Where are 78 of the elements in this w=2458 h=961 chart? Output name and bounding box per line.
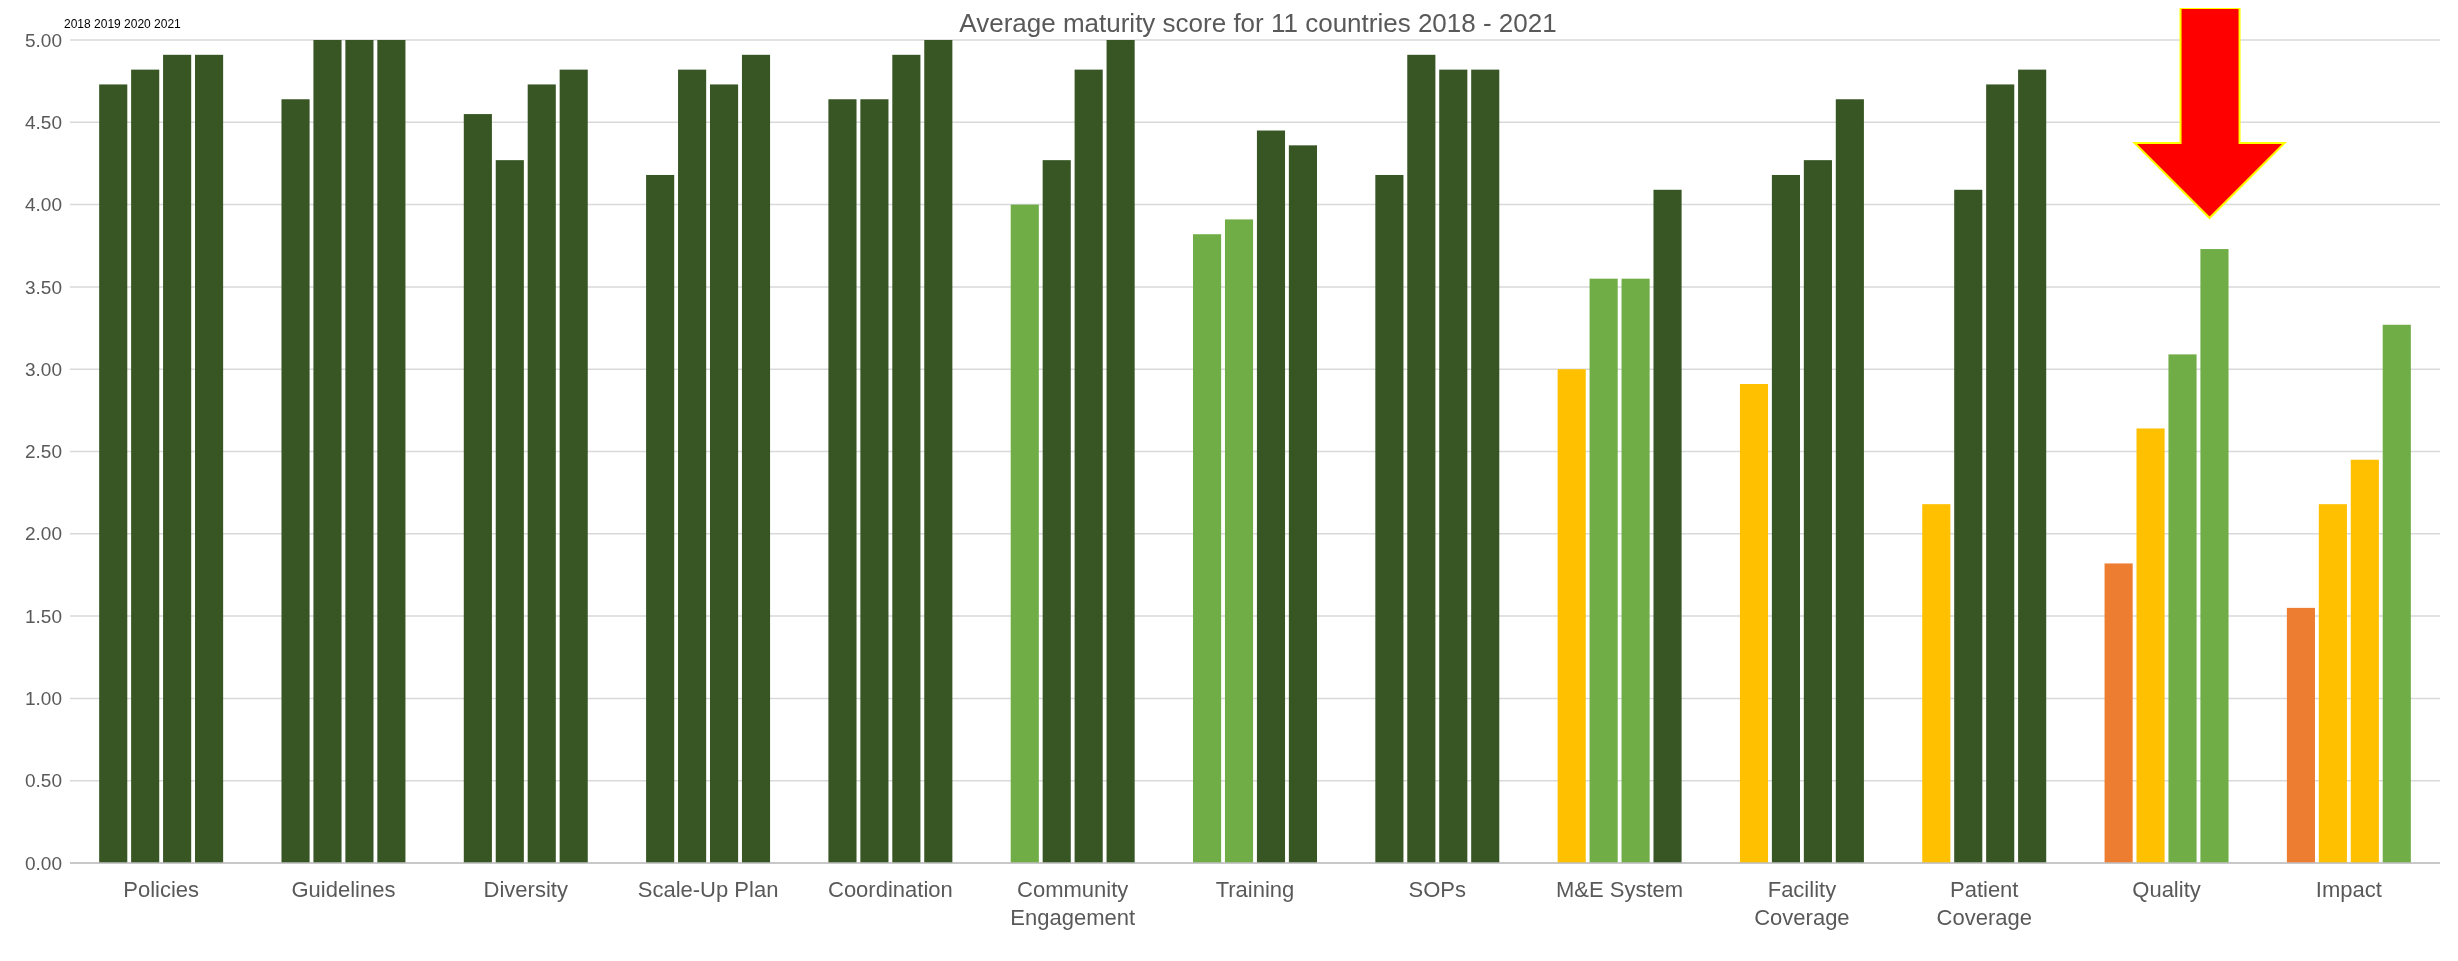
y-tick-label: 2.50 bbox=[25, 441, 62, 463]
bar bbox=[1922, 504, 1951, 863]
bar bbox=[646, 174, 675, 863]
x-tick-label: Coordination bbox=[828, 877, 953, 902]
bar bbox=[1557, 369, 1586, 863]
bar bbox=[1193, 234, 1222, 863]
bar bbox=[924, 40, 953, 863]
x-tick-label: Guidelines bbox=[291, 877, 396, 902]
bar bbox=[2200, 249, 2229, 863]
bar bbox=[527, 84, 556, 863]
bar bbox=[1835, 99, 1864, 863]
bar bbox=[195, 54, 224, 863]
y-tick-label: 4.50 bbox=[25, 111, 62, 133]
x-tick-label: Impact bbox=[2315, 877, 2382, 902]
bar bbox=[678, 69, 707, 863]
bar bbox=[1256, 130, 1286, 863]
y-tick-label: 2.00 bbox=[25, 523, 62, 545]
bar bbox=[1621, 278, 1650, 863]
bar bbox=[2382, 324, 2411, 863]
bar bbox=[281, 99, 310, 863]
bar bbox=[892, 54, 921, 863]
x-tick-label: M&E System bbox=[1556, 877, 1684, 902]
bar bbox=[2350, 459, 2379, 863]
bar bbox=[1589, 278, 1618, 863]
bar bbox=[1224, 219, 1254, 863]
bar bbox=[1042, 160, 1071, 863]
x-tick-label: Facility Coverage bbox=[1754, 877, 1850, 930]
bar bbox=[2104, 563, 2133, 863]
bar bbox=[2286, 607, 2315, 863]
bar bbox=[313, 40, 342, 863]
y-tick-label: 1.00 bbox=[25, 688, 62, 710]
x-tick-label: Training bbox=[1215, 877, 1295, 902]
bar bbox=[1106, 40, 1135, 863]
bar bbox=[131, 69, 160, 863]
bar bbox=[2318, 504, 2347, 863]
bar bbox=[860, 99, 889, 863]
bar bbox=[1653, 189, 1682, 863]
x-tick-label: Scale-Up Plan bbox=[637, 877, 779, 902]
bar bbox=[1954, 189, 1983, 863]
bar bbox=[1375, 174, 1404, 863]
bar bbox=[2018, 69, 2047, 863]
x-tick-label: Community Engagement bbox=[1010, 877, 1136, 930]
bar bbox=[163, 54, 192, 863]
bar bbox=[709, 84, 739, 863]
bar bbox=[1803, 160, 1832, 863]
bar bbox=[2168, 354, 2197, 863]
x-tick-label: Quality bbox=[2132, 877, 2201, 902]
x-tick-label: Policies bbox=[123, 877, 200, 902]
x-tick-label: Patient Coverage bbox=[1936, 877, 2032, 930]
y-tick-label: 1.50 bbox=[25, 605, 62, 627]
y-tick-label: 3.00 bbox=[25, 358, 62, 380]
bar bbox=[1986, 84, 2015, 863]
y-tick-label: 0.50 bbox=[25, 770, 62, 792]
y-tick-label: 5.00 bbox=[25, 29, 62, 51]
bar bbox=[1771, 174, 1801, 863]
bar bbox=[99, 84, 128, 863]
bar bbox=[1739, 384, 1769, 863]
bar bbox=[495, 160, 524, 863]
y-tick-label: 3.50 bbox=[25, 276, 62, 298]
bar bbox=[828, 99, 857, 863]
bar bbox=[1288, 145, 1317, 863]
bar bbox=[345, 40, 374, 863]
bar bbox=[1439, 69, 1468, 863]
bar bbox=[2136, 428, 2165, 863]
bar bbox=[1010, 204, 1039, 863]
bar bbox=[377, 40, 406, 863]
bar bbox=[1074, 69, 1103, 863]
bar bbox=[463, 114, 492, 863]
y-tick-label: 4.00 bbox=[25, 194, 62, 216]
bar bbox=[1407, 54, 1436, 863]
chart-title: Average maturity score for 11 countries 2018 - 2021 bbox=[959, 8, 1557, 38]
bar bbox=[1471, 69, 1500, 863]
x-tick-label: SOPs bbox=[1408, 877, 1467, 902]
bar bbox=[741, 54, 771, 863]
x-tick-label: Diversity bbox=[483, 877, 568, 902]
y-tick-label: 0.00 bbox=[25, 852, 62, 874]
text: 2018 2019 2020 2021 bbox=[64, 17, 182, 31]
bar bbox=[559, 69, 588, 863]
